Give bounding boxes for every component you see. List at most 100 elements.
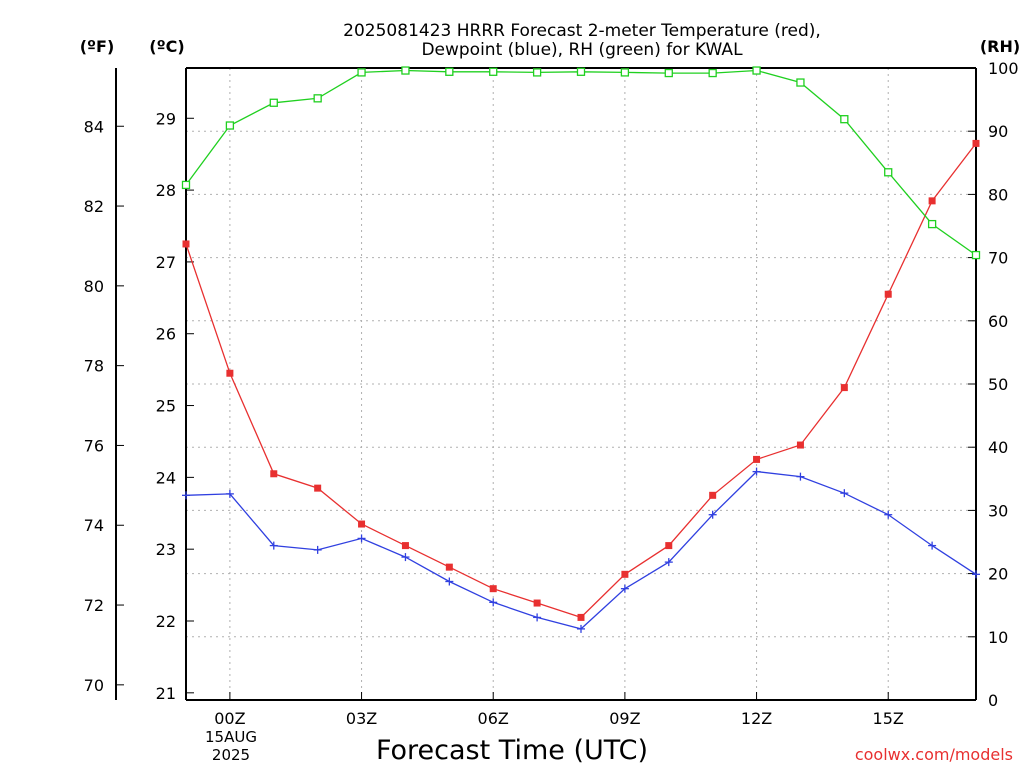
temperature-point bbox=[401, 542, 409, 550]
temperature-line bbox=[185, 143, 977, 619]
rh-tick-label: 60 bbox=[988, 312, 1008, 331]
rh-point bbox=[971, 250, 981, 260]
temperature-point bbox=[182, 240, 190, 248]
dewpoint-point bbox=[577, 624, 585, 633]
rh-line bbox=[185, 69, 977, 256]
rh-tick-label: 10 bbox=[988, 628, 1008, 647]
series-rh bbox=[181, 66, 981, 260]
temperature-point bbox=[796, 441, 804, 449]
dewpoint-point bbox=[708, 510, 717, 519]
dewpoint-point bbox=[620, 584, 629, 593]
dewpoint-point bbox=[445, 577, 454, 586]
celsius-tick-label: 25 bbox=[156, 397, 176, 416]
chart-title-line2: Dewpoint (blue), RH (green) for KWAL bbox=[421, 40, 743, 60]
temperature-point bbox=[270, 470, 278, 478]
rh-tick-label: 20 bbox=[988, 565, 1008, 584]
dewpoint-point bbox=[182, 491, 190, 500]
x-tick-label: 06Z bbox=[478, 709, 509, 728]
fahrenheit-tick-label: 80 bbox=[84, 277, 104, 296]
grid bbox=[186, 68, 976, 700]
fahrenheit-tick-label: 82 bbox=[84, 197, 104, 216]
dewpoint-point bbox=[884, 510, 893, 519]
rh-point bbox=[576, 67, 586, 76]
rh-tick-label: 90 bbox=[988, 122, 1008, 141]
dewpoint-point bbox=[313, 545, 322, 554]
celsius-tick-label: 22 bbox=[156, 612, 176, 631]
fahrenheit-tick-label: 84 bbox=[84, 117, 104, 136]
celsius-tick-label: 24 bbox=[156, 468, 176, 487]
rh-point bbox=[357, 68, 366, 77]
dewpoint-point bbox=[972, 570, 980, 579]
celsius-tick-label: 21 bbox=[156, 684, 176, 703]
temperature-point bbox=[489, 585, 497, 593]
rh-point bbox=[225, 121, 235, 130]
rh-point bbox=[269, 98, 278, 107]
temperature-point bbox=[972, 139, 980, 147]
celsius-tick-label: 27 bbox=[156, 253, 176, 272]
temperature-point bbox=[621, 570, 629, 578]
rh-point bbox=[840, 115, 849, 124]
rh-point bbox=[708, 68, 717, 78]
fahrenheit-tick-label: 70 bbox=[84, 676, 104, 695]
x-tick-label: 12Z bbox=[741, 709, 772, 728]
temperature-point bbox=[314, 484, 322, 492]
temperature-point bbox=[840, 384, 848, 392]
celsius-tick-label: 29 bbox=[156, 109, 176, 128]
rh-tick-label: 100 bbox=[988, 59, 1019, 78]
x-tick-label: 03Z bbox=[346, 709, 377, 728]
series-temperature bbox=[182, 139, 980, 621]
temperature-point bbox=[665, 542, 673, 550]
celsius-tick-label: 26 bbox=[156, 325, 176, 344]
celsius-unit-label: (ºC) bbox=[149, 37, 184, 56]
dewpoint-point bbox=[401, 553, 410, 562]
fahrenheit-tick-label: 76 bbox=[84, 436, 104, 455]
rh-tick-label: 70 bbox=[988, 249, 1008, 268]
dewpoint-point bbox=[664, 558, 673, 567]
date-label-year: 2025 bbox=[212, 746, 250, 764]
series bbox=[181, 66, 981, 633]
rh-point bbox=[401, 66, 410, 75]
fahrenheit-tick-label: 72 bbox=[84, 596, 104, 615]
dewpoint-point bbox=[928, 541, 937, 550]
series-dewpoint bbox=[182, 467, 980, 633]
dewpoint-point bbox=[840, 489, 849, 498]
rh-point bbox=[313, 94, 322, 103]
fahrenheit-tick-label: 74 bbox=[84, 516, 104, 535]
celsius-tick-label: 28 bbox=[156, 181, 176, 200]
dewpoint-point bbox=[269, 541, 278, 550]
fahrenheit-tick-label: 78 bbox=[84, 357, 104, 376]
temperature-point bbox=[226, 369, 234, 377]
labels: 2025081423 HRRR Forecast 2-meter Tempera… bbox=[80, 21, 1020, 766]
x-tick-label: 15Z bbox=[873, 709, 904, 728]
dewpoint-point bbox=[796, 472, 805, 481]
rh-unit-label: (RH) bbox=[980, 37, 1020, 56]
x-tick-label: 00Z bbox=[214, 709, 245, 728]
temperature-point bbox=[709, 491, 717, 499]
rh-tick-label: 80 bbox=[988, 185, 1008, 204]
x-axis-title: Forecast Time (UTC) bbox=[376, 735, 648, 766]
rh-point bbox=[664, 68, 673, 78]
dewpoint-point bbox=[357, 534, 366, 543]
dewpoint-point bbox=[225, 489, 234, 498]
rh-point bbox=[620, 68, 630, 77]
dewpoint-point bbox=[489, 598, 498, 607]
rh-tick-label: 30 bbox=[988, 501, 1008, 520]
rh-tick-label: 40 bbox=[988, 438, 1008, 457]
rh-point bbox=[445, 67, 454, 76]
rh-point bbox=[884, 168, 893, 177]
chart-title-line1: 2025081423 HRRR Forecast 2-meter Tempera… bbox=[343, 21, 821, 41]
rh-point bbox=[181, 180, 191, 190]
date-label-day: 15AUG bbox=[205, 728, 257, 746]
rh-tick-label: 50 bbox=[988, 375, 1008, 394]
x-tick-label: 09Z bbox=[609, 709, 640, 728]
temperature-point bbox=[358, 520, 366, 528]
dewpoint-point bbox=[752, 467, 761, 476]
rh-point bbox=[796, 78, 805, 87]
temperature-point bbox=[445, 563, 453, 571]
temperature-point bbox=[928, 197, 936, 205]
fahrenheit-unit-label: (ºF) bbox=[80, 37, 115, 56]
rh-point bbox=[927, 219, 937, 229]
celsius-tick-label: 23 bbox=[156, 540, 176, 559]
temperature-point bbox=[884, 290, 892, 298]
